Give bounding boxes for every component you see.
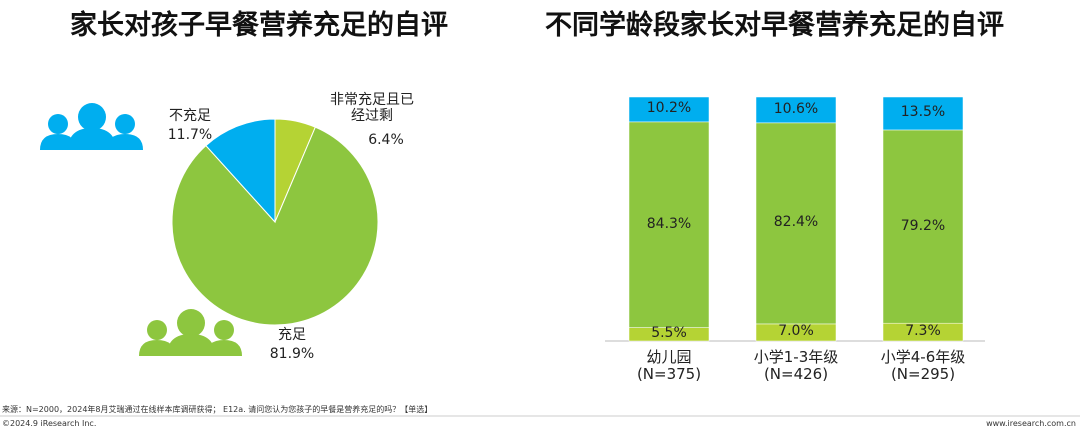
x-tick-label: 幼儿园 (N=375) (636, 348, 702, 384)
value-label: 5.5% (651, 325, 687, 342)
value-label: 7.3% (905, 323, 941, 340)
bar-segment (755, 122, 837, 325)
pie-slice (205, 118, 276, 224)
slice-label: 非常充足且已 经过剩 (330, 92, 414, 125)
slice-value: 6.4% (368, 132, 404, 148)
x-tick-label: 小学1-3年级 (N=426) (753, 348, 839, 384)
people-icon (40, 103, 143, 150)
bar-segment (882, 96, 964, 131)
people-icon (139, 309, 242, 356)
value-label: 13.5% (900, 104, 946, 121)
website: www.iresearch.com.cn (986, 419, 1076, 428)
value-label: 10.6% (773, 100, 819, 117)
bar-segment (882, 129, 964, 324)
value-label: 79.2% (900, 217, 946, 234)
chart-title: 不同学龄段家长对早餐营养充足的自评 (545, 10, 1004, 41)
x-tick-label: 小学4-6年级 (N=295) (880, 348, 966, 384)
chart-title: 家长对孩子早餐营养充足的自评 (70, 10, 448, 41)
value-label: 82.4% (773, 214, 819, 231)
value-label: 10.2% (646, 100, 692, 117)
slice-value: 11.7% (167, 127, 213, 143)
slice-label: 不充足 (169, 108, 211, 124)
source: 来源：N=2000，2024年8月艾瑞通过在线样本库调研获得； E12a. 请问… (2, 405, 433, 414)
slice-value: 81.9% (269, 346, 315, 362)
value-label: 84.3% (646, 215, 692, 232)
bar-segment (628, 96, 710, 123)
bar-segment (755, 96, 837, 124)
bar-segment (628, 121, 710, 328)
slice-label: 充足 (278, 327, 306, 343)
copyright: ©2024.9 iResearch Inc. (2, 419, 97, 428)
pie-slice (171, 126, 379, 326)
value-label: 7.0% (778, 323, 814, 340)
